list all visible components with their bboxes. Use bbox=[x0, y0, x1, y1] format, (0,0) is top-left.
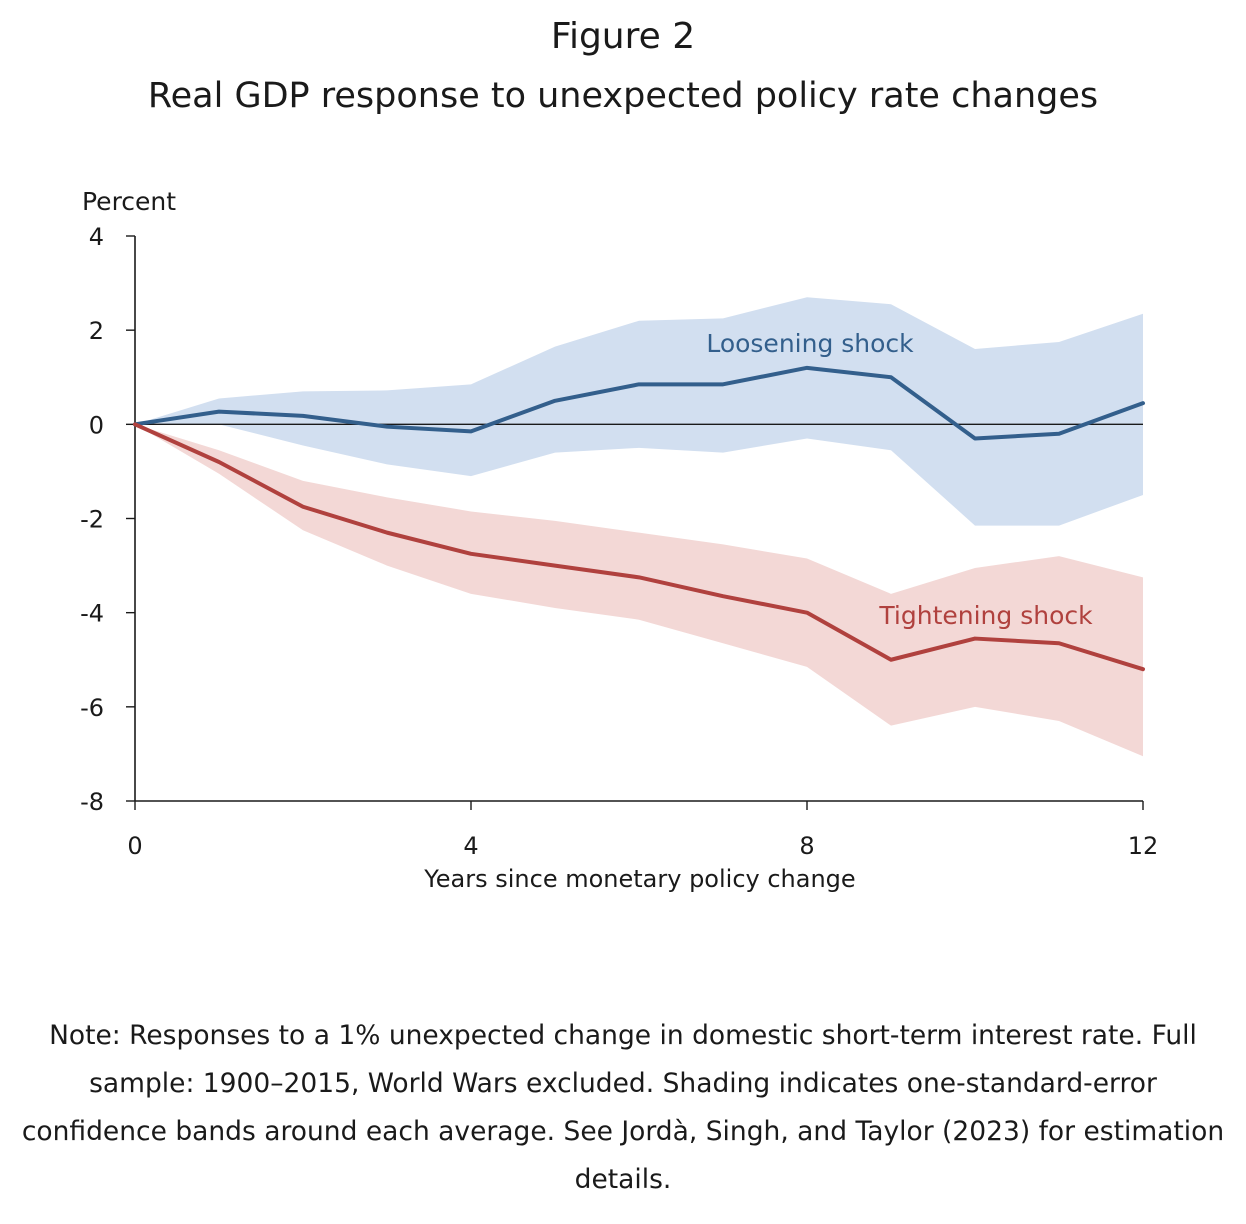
y-tick-label: 2 bbox=[89, 317, 104, 345]
x-axis-label: Years since monetary policy change bbox=[423, 865, 855, 893]
x-tick-label: 4 bbox=[463, 832, 478, 860]
line-chart: 4 2 0 -2 -4 -6 -8 0 4 8 12 Percent Years since mone… bbox=[80, 187, 1158, 893]
x-tick-label: 8 bbox=[799, 832, 814, 860]
y-tick-label: -8 bbox=[80, 788, 104, 816]
tightening-confidence-band bbox=[135, 424, 1143, 757]
y-tick-label: 0 bbox=[89, 411, 104, 439]
chart-axes: 4 2 0 -2 -4 -6 -8 0 4 8 12 bbox=[80, 223, 1158, 860]
chart-note: Note: Responses to a 1% unexpected chang… bbox=[21, 1020, 1225, 1195]
y-tick-label: -6 bbox=[80, 694, 104, 722]
confidence-bands bbox=[135, 297, 1143, 757]
x-tick-label: 12 bbox=[1128, 832, 1159, 860]
y-tick-label: -2 bbox=[80, 506, 104, 534]
chart-title: Real GDP response to unexpected policy r… bbox=[147, 76, 1099, 116]
y-tick-label: 4 bbox=[89, 223, 104, 251]
tightening-shock-label: Tightening shock bbox=[878, 601, 1093, 630]
series-lines bbox=[133, 365, 1145, 672]
loosening-shock-label: Loosening shock bbox=[706, 329, 914, 358]
loosening-confidence-band bbox=[135, 297, 1143, 526]
figure-label: Figure 2 bbox=[550, 16, 696, 57]
chart-labels: Percent Years since monetary policy chang… bbox=[82, 187, 1093, 893]
y-axis-label: Percent bbox=[82, 187, 176, 216]
x-tick-label: 0 bbox=[127, 832, 142, 860]
y-tick-label: -4 bbox=[80, 600, 104, 628]
